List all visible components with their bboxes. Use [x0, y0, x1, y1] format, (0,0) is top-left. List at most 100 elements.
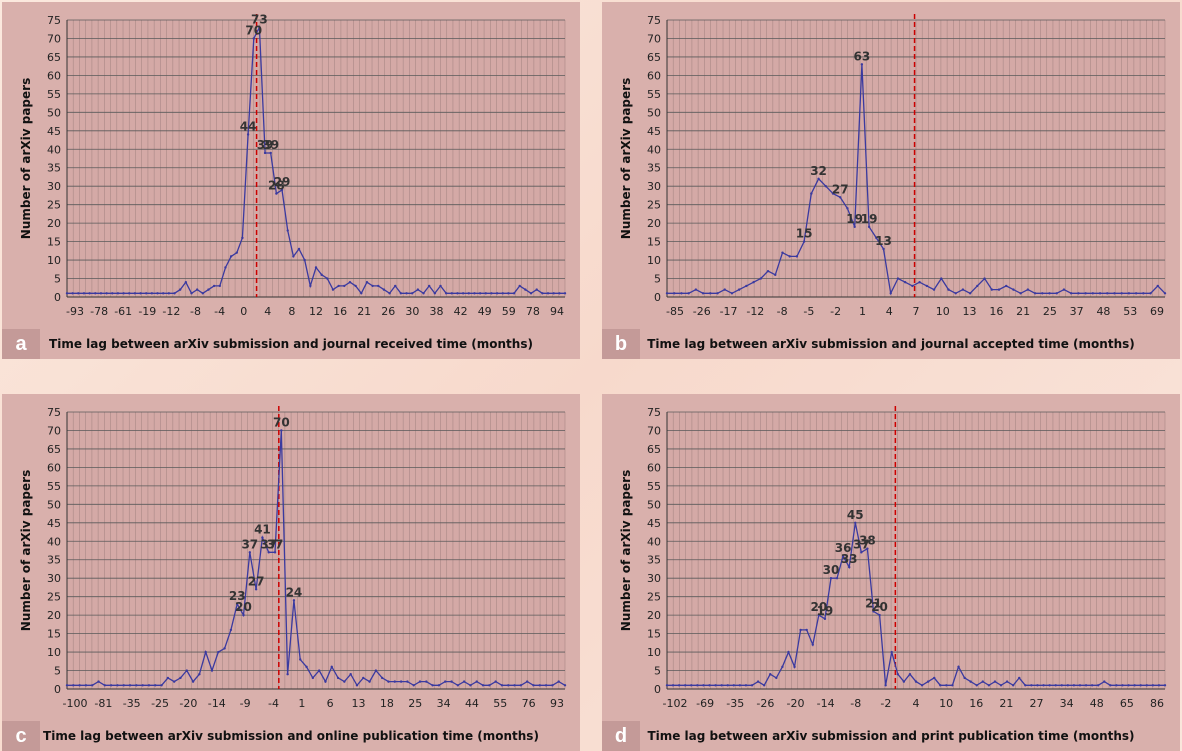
- data-point: [494, 680, 497, 683]
- data-point: [267, 551, 270, 554]
- data-point: [172, 680, 176, 683]
- data-point: [817, 177, 820, 181]
- y-tick-label: 40: [647, 535, 661, 548]
- x-tick-label: 44: [465, 697, 479, 710]
- x-tick-label: 55: [493, 697, 507, 710]
- data-point: [926, 680, 930, 683]
- y-tick-label: 15: [47, 628, 61, 641]
- data-point: [280, 188, 284, 192]
- x-tick-label: 65: [1120, 697, 1134, 710]
- data-point: [716, 292, 719, 295]
- x-tick-label: 16: [969, 697, 983, 710]
- data-label: 28: [268, 179, 285, 193]
- data-point: [1062, 288, 1066, 291]
- data-point: [981, 680, 985, 683]
- x-tick-label: 6: [327, 697, 334, 710]
- y-tick-label: 40: [47, 535, 61, 548]
- data-label: 21: [865, 596, 882, 610]
- x-tick-label: 10: [939, 697, 953, 710]
- data-point: [932, 288, 936, 291]
- data-point: [665, 684, 669, 687]
- data-point: [147, 684, 151, 687]
- x-tick-label: 13: [352, 697, 366, 710]
- data-label: 39: [262, 138, 279, 152]
- x-tick-label: -81: [94, 697, 112, 710]
- data-point: [1133, 684, 1136, 687]
- data-point: [976, 284, 979, 288]
- y-tick-label: 60: [47, 461, 61, 474]
- data-point: [1066, 684, 1070, 687]
- data-point: [178, 288, 182, 291]
- y-tick-label: 15: [647, 628, 661, 641]
- data-point: [355, 684, 359, 687]
- data-point: [1156, 284, 1159, 288]
- y-tick-label: 10: [647, 646, 661, 659]
- y-tick-label: 75: [647, 14, 661, 27]
- data-point: [720, 684, 723, 687]
- panel-letter: d: [602, 721, 640, 751]
- x-tick-label: -85: [666, 305, 684, 318]
- data-point: [1048, 292, 1051, 295]
- x-tick-label: -93: [66, 305, 84, 318]
- data-point: [738, 684, 742, 687]
- data-point: [896, 673, 899, 676]
- data-point: [890, 650, 893, 654]
- data-point: [406, 680, 409, 683]
- data-point: [229, 255, 233, 258]
- x-axis-label: Time lag between arXiv submission and on…: [43, 729, 539, 743]
- x-tick-label: 25: [1043, 305, 1057, 318]
- y-tick-label: 25: [47, 591, 61, 604]
- y-tick-label: 65: [47, 51, 61, 64]
- y-tick-label: 0: [654, 683, 661, 696]
- data-point: [371, 284, 374, 288]
- data-point: [444, 680, 447, 683]
- data-point: [292, 255, 295, 258]
- data-point: [933, 676, 936, 680]
- data-point: [793, 665, 796, 669]
- x-axis-label: Time lag between arXiv submission and jo…: [647, 337, 1135, 351]
- x-tick-label: -35: [123, 697, 141, 710]
- data-point: [241, 236, 244, 240]
- data-label: 27: [248, 574, 265, 588]
- y-tick-label: 10: [47, 646, 61, 659]
- x-axis-label: Time lag between arXiv submission and pr…: [647, 729, 1135, 743]
- data-point: [324, 680, 327, 683]
- data-point: [122, 292, 125, 295]
- data-point: [795, 255, 799, 258]
- data-point: [774, 273, 777, 277]
- data-point: [309, 284, 312, 288]
- x-tick-label: 8: [288, 305, 295, 318]
- data-point: [416, 288, 420, 291]
- data-point: [732, 684, 736, 687]
- data-point: [957, 665, 960, 669]
- x-tick-label: 1: [298, 697, 305, 710]
- chart-panel-d: 0 5 10 15 20 25 30 35 40 45 50 55 60 65 70 75 Number of …: [602, 394, 1180, 751]
- x-tick-label: 59: [502, 305, 516, 318]
- data-point: [975, 684, 978, 687]
- data-point: [1018, 676, 1021, 680]
- data-point: [810, 192, 813, 195]
- data-point: [223, 647, 226, 650]
- data-label: 27: [832, 182, 849, 196]
- data-point: [387, 680, 390, 683]
- data-point: [920, 684, 924, 687]
- data-point: [488, 684, 491, 687]
- data-point: [128, 684, 132, 687]
- data-point: [217, 650, 220, 654]
- x-tick-label: -26: [693, 305, 711, 318]
- x-tick-label: 18: [380, 697, 394, 710]
- y-tick-label: 20: [47, 217, 61, 230]
- data-point: [456, 292, 459, 295]
- data-point: [745, 284, 748, 288]
- y-tick-label: 15: [47, 236, 61, 249]
- data-point: [418, 680, 422, 683]
- data-point: [908, 673, 912, 676]
- data-point: [945, 684, 948, 687]
- data-point: [532, 684, 535, 687]
- x-tick-label: 34: [437, 697, 451, 710]
- x-tick-label: 49: [478, 305, 492, 318]
- data-label: 24: [286, 585, 303, 599]
- y-tick-label: 70: [47, 32, 61, 45]
